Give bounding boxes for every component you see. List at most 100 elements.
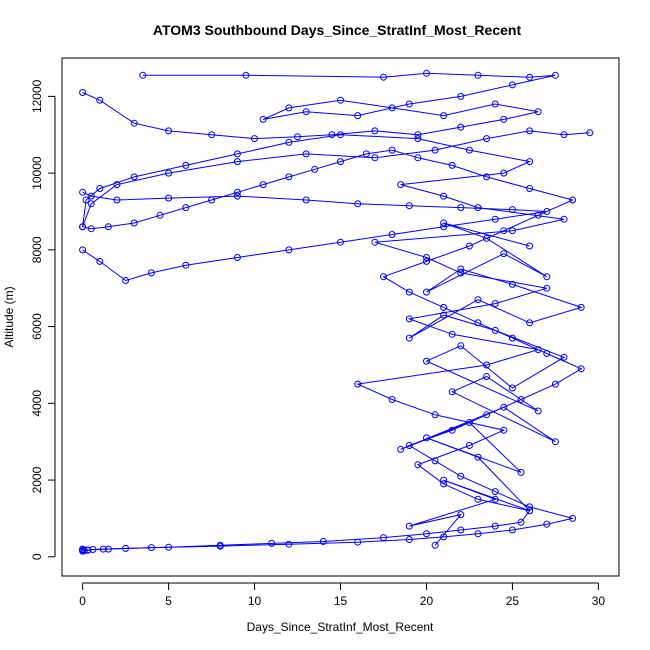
data-point xyxy=(440,533,448,541)
data-point xyxy=(165,194,173,202)
data-point xyxy=(285,104,293,112)
data-point xyxy=(491,215,499,223)
data-point xyxy=(448,388,456,396)
data-point xyxy=(508,280,516,288)
data-point xyxy=(380,73,387,81)
data-point xyxy=(423,257,430,265)
data-point xyxy=(319,538,327,545)
data-point xyxy=(440,192,448,200)
data-point xyxy=(474,296,482,304)
data-point xyxy=(423,530,430,538)
x-axis-label: Days_Since_StratInf_Most_Recent xyxy=(247,620,434,634)
data-point xyxy=(440,219,448,227)
data-point xyxy=(405,522,413,530)
data-point xyxy=(526,319,534,327)
series-1 xyxy=(79,146,585,554)
plot-area xyxy=(79,69,594,555)
data-point xyxy=(551,71,559,79)
data-point xyxy=(405,334,413,342)
data-point xyxy=(560,353,568,361)
data-point xyxy=(104,545,112,553)
data-point xyxy=(337,238,344,246)
data-point xyxy=(233,254,241,261)
data-point xyxy=(182,204,190,212)
data-point xyxy=(104,223,112,231)
y-tick-label: 0 xyxy=(30,553,44,560)
data-point xyxy=(543,520,551,528)
data-point xyxy=(457,472,465,480)
data-point xyxy=(182,261,190,269)
data-point xyxy=(474,495,482,503)
data-point xyxy=(96,257,104,265)
data-point xyxy=(560,215,568,223)
x-tick-label: 25 xyxy=(506,594,520,608)
data-point xyxy=(388,231,396,238)
data-point xyxy=(147,269,155,277)
y-tick-label: 10000 xyxy=(30,156,44,190)
data-point xyxy=(551,438,559,446)
data-point xyxy=(508,81,516,89)
data-point xyxy=(465,146,473,154)
data-point xyxy=(526,185,534,192)
data-point xyxy=(465,442,473,449)
data-point xyxy=(87,192,95,200)
data-point xyxy=(285,138,293,146)
data-point xyxy=(147,544,155,552)
data-point xyxy=(517,468,525,476)
data-point xyxy=(302,196,310,204)
data-point xyxy=(440,303,448,311)
data-point xyxy=(526,73,534,81)
data-point xyxy=(302,108,310,116)
data-point xyxy=(113,196,121,204)
data-point xyxy=(285,540,293,548)
data-point xyxy=(233,192,241,200)
data-point xyxy=(251,135,258,143)
data-point xyxy=(82,196,90,204)
data-point xyxy=(483,411,491,419)
series-0 xyxy=(79,127,594,555)
data-point xyxy=(380,273,387,281)
data-point xyxy=(543,273,551,281)
data-point xyxy=(362,150,370,158)
series-line xyxy=(82,191,547,282)
x-tick-label: 20 xyxy=(420,594,434,608)
plot-frame xyxy=(61,57,620,577)
data-point xyxy=(491,495,499,503)
data-point xyxy=(457,342,465,350)
data-point xyxy=(474,453,482,461)
data-point xyxy=(414,135,422,143)
y-axis-label: Altitude (m) xyxy=(2,286,16,347)
data-point xyxy=(491,300,499,308)
data-point xyxy=(534,108,542,116)
data-point xyxy=(534,346,542,354)
data-point xyxy=(285,246,293,254)
data-point xyxy=(474,204,482,212)
data-point xyxy=(457,204,465,212)
data-point xyxy=(337,158,344,166)
data-point xyxy=(233,158,241,166)
data-point xyxy=(457,526,465,534)
data-point xyxy=(431,457,439,465)
data-point xyxy=(508,206,516,214)
data-point xyxy=(534,407,542,415)
data-point xyxy=(500,115,508,123)
data-point xyxy=(371,154,379,162)
data-point xyxy=(182,161,190,169)
data-point xyxy=(500,426,508,434)
data-point xyxy=(354,112,362,120)
data-point xyxy=(517,396,525,403)
data-point xyxy=(328,131,336,139)
data-point xyxy=(233,188,241,196)
data-point xyxy=(285,173,293,181)
data-point xyxy=(354,200,362,208)
data-point xyxy=(423,288,430,296)
data-point xyxy=(242,71,250,79)
data-point xyxy=(423,69,430,77)
data-point xyxy=(543,284,551,292)
data-point xyxy=(483,173,491,181)
data-point xyxy=(569,514,577,522)
data-point xyxy=(165,169,173,177)
series-3 xyxy=(79,188,551,284)
data-point xyxy=(130,219,138,227)
